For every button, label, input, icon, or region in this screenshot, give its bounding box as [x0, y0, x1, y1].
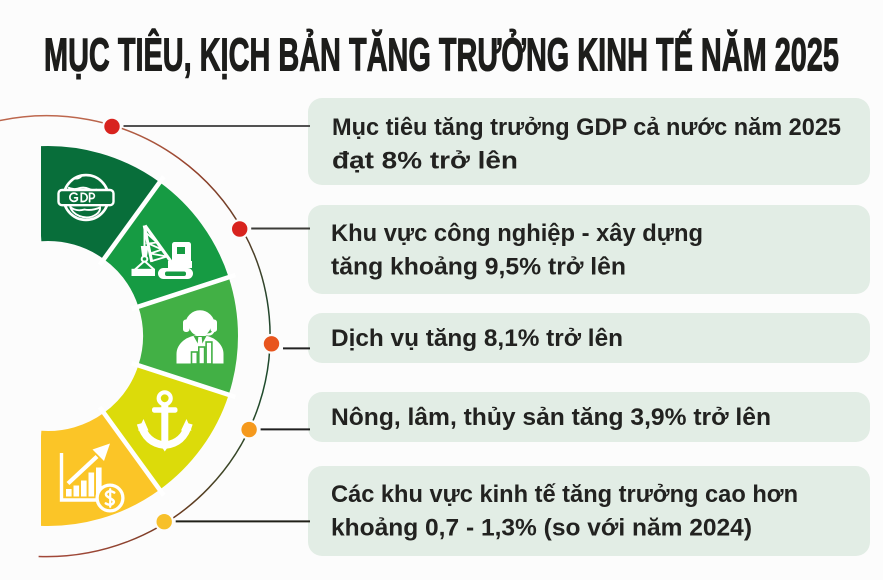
svg-text:Nông, lâm, thủy sản tăng 3,9%: Nông, lâm, thủy sản tăng 3,9% trở lên — [331, 404, 771, 431]
svg-text:MỤC TIÊU, KỊCH BẢN TĂNG TRƯỞNG: MỤC TIÊU, KỊCH BẢN TĂNG TRƯỞNG KINH TẾ N… — [44, 29, 839, 81]
svg-text:Dịch vụ tăng 8,1% trở lên: Dịch vụ tăng 8,1% trở lên — [331, 325, 623, 352]
svg-text:khoảng 0,7 - 1,3% (so với năm: khoảng 0,7 - 1,3% (so với năm 2024) — [331, 515, 752, 542]
svg-text:Mục tiêu tăng trưởng GDP cả nư: Mục tiêu tăng trưởng GDP cả nước năm 202… — [332, 114, 841, 141]
svg-text:Các khu vực kinh tế tăng trưởn: Các khu vực kinh tế tăng trưởng cao hơn — [331, 481, 798, 508]
svg-text:đạt 8% trở lên: đạt 8% trở lên — [332, 148, 518, 175]
svg-text:Khu vực công nghiệp - xây dựng: Khu vực công nghiệp - xây dựng — [331, 220, 703, 247]
svg-text:tăng khoảng 9,5% trở lên: tăng khoảng 9,5% trở lên — [331, 254, 626, 281]
